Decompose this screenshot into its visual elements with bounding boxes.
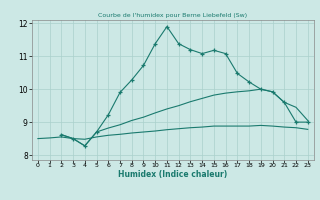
Title: Courbe de l'humidex pour Berne Liebefeld (Sw): Courbe de l'humidex pour Berne Liebefeld… <box>98 13 247 18</box>
X-axis label: Humidex (Indice chaleur): Humidex (Indice chaleur) <box>118 170 228 179</box>
